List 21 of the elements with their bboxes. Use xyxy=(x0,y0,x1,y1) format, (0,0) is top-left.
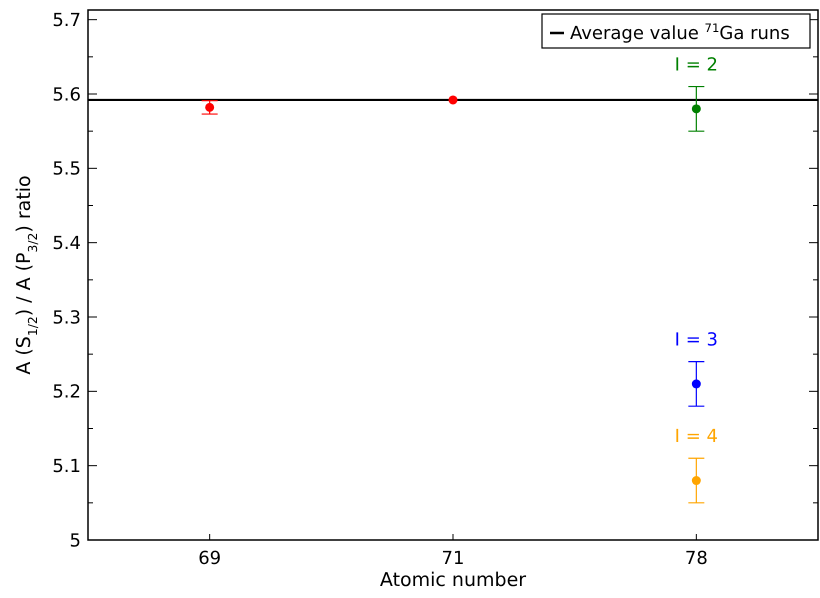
point xyxy=(692,379,701,388)
x-tick-label: 78 xyxy=(684,548,708,569)
annotation: I = 2 xyxy=(674,54,718,76)
annotation: I = 4 xyxy=(674,426,718,448)
y-tick-label: 5.1 xyxy=(52,456,81,477)
y-tick-label: 5.4 xyxy=(52,232,81,254)
x-axis-title: Atomic number xyxy=(380,569,526,591)
point xyxy=(205,102,214,112)
x-tick-label: 69 xyxy=(198,548,222,569)
y-tick-label: 5.7 xyxy=(52,10,81,31)
y-tick-label: 5 xyxy=(70,530,81,552)
point xyxy=(692,104,701,114)
y-tick-label: 5.3 xyxy=(52,307,81,328)
point xyxy=(448,95,458,104)
point xyxy=(692,476,701,486)
y-tick-label: 5.2 xyxy=(52,382,81,403)
y-tick-label: 5.5 xyxy=(52,158,81,180)
x-tick-label: 71 xyxy=(442,548,464,569)
annotation: I = 3 xyxy=(674,330,718,351)
legend-label: Average value $^{71}$Ga runs xyxy=(570,21,790,44)
y-tick-label: 5.6 xyxy=(52,84,81,106)
